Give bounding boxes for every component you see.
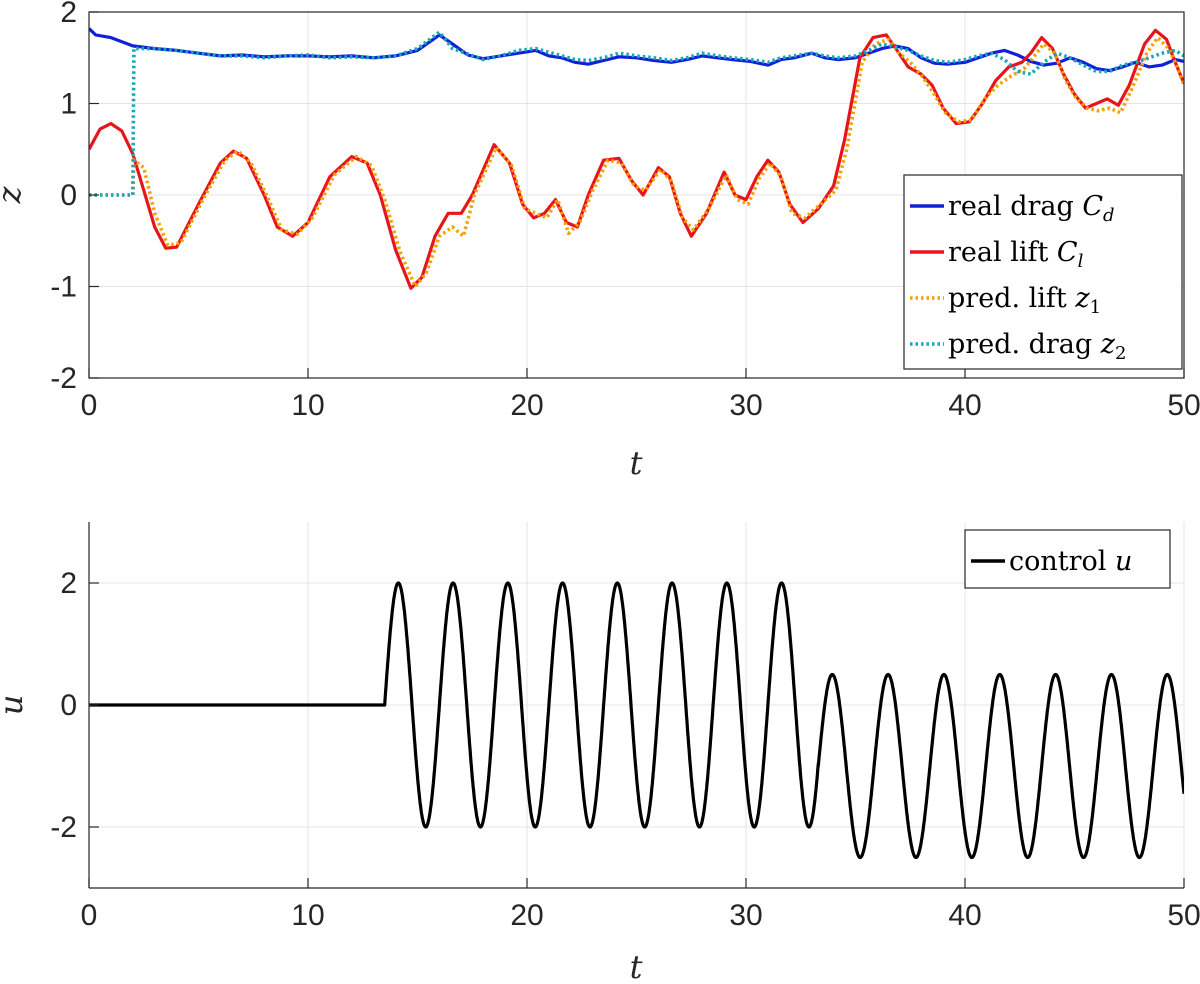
x-tick-label: 10 [291,899,324,932]
y-axis-label-bottom: u [0,695,30,716]
x-tick-label: 20 [510,899,543,932]
x-tick-label: 0 [81,389,98,422]
y-tick-label: 0 [60,179,77,212]
x-tick-label: 50 [1167,389,1200,422]
legend-label-subscript: d [1103,205,1115,226]
series-line-pred-lift-z-1 [89,35,1184,289]
ticks-bottom: 0 10 20 30 40 50 -2 0 2 [50,567,1200,932]
x-tick-label: 30 [729,899,762,932]
legend-box [964,529,1171,589]
control-plot: 0 10 20 30 40 50 -2 0 2 t u control u [0,522,1200,984]
x-axis-label-bottom: t [630,948,643,984]
x-tick-label: 0 [81,899,98,932]
x-tick-label: 20 [510,389,543,422]
legend-label-symbol: u [1115,546,1132,577]
y-tick-label: 2 [60,0,77,29]
series-bottom [89,581,1184,860]
x-tick-label: 50 [1167,899,1200,932]
x-tick-label: 10 [291,389,324,422]
y-axis-label-top: z [0,185,28,204]
legend-label-symbol: C [1082,191,1103,222]
x-tick-label: 40 [948,899,981,932]
y-tick-label: 1 [60,88,77,121]
series-top [89,27,1184,290]
legend-label-text: real lift [948,237,1057,268]
ticks-top: 0 10 20 30 40 50 -2 -1 0 1 2 [50,0,1200,422]
legend-label-text: real drag [948,191,1082,222]
y-tick-label: -2 [50,811,77,844]
y-tick-label: -2 [50,362,77,395]
legend-label-text: pred. drag [948,329,1101,360]
x-tick-label: 40 [948,389,981,422]
y-tick-label: -1 [50,271,77,304]
legend-label-symbol: C [1057,237,1078,268]
legend-label: real drag Cd [948,191,1115,226]
legend-label-subscript: 2 [1115,343,1126,364]
legend-label: real lift Cl [948,237,1084,272]
legend-label-symbol: z [1074,283,1090,314]
legend-label: pred. drag z2 [948,329,1126,364]
x-tick-label: 30 [729,389,762,422]
legend-label-subscript: l [1078,251,1084,272]
legend-label-text: pred. lift [948,283,1075,314]
y-tick-label: 0 [60,689,77,722]
legend-label-symbol: z [1100,329,1116,360]
legend-label-text: control [1009,546,1115,577]
legend-label-subscript: 1 [1090,297,1101,318]
legend-label: control u [1009,546,1132,577]
x-axis-label-top: t [630,444,643,482]
legend-label: pred. lift z1 [948,283,1101,318]
legend-bottom: control u [964,529,1171,589]
legend-box [903,174,1183,370]
y-tick-label: 2 [60,567,77,600]
series-line-control-u [89,581,1184,860]
